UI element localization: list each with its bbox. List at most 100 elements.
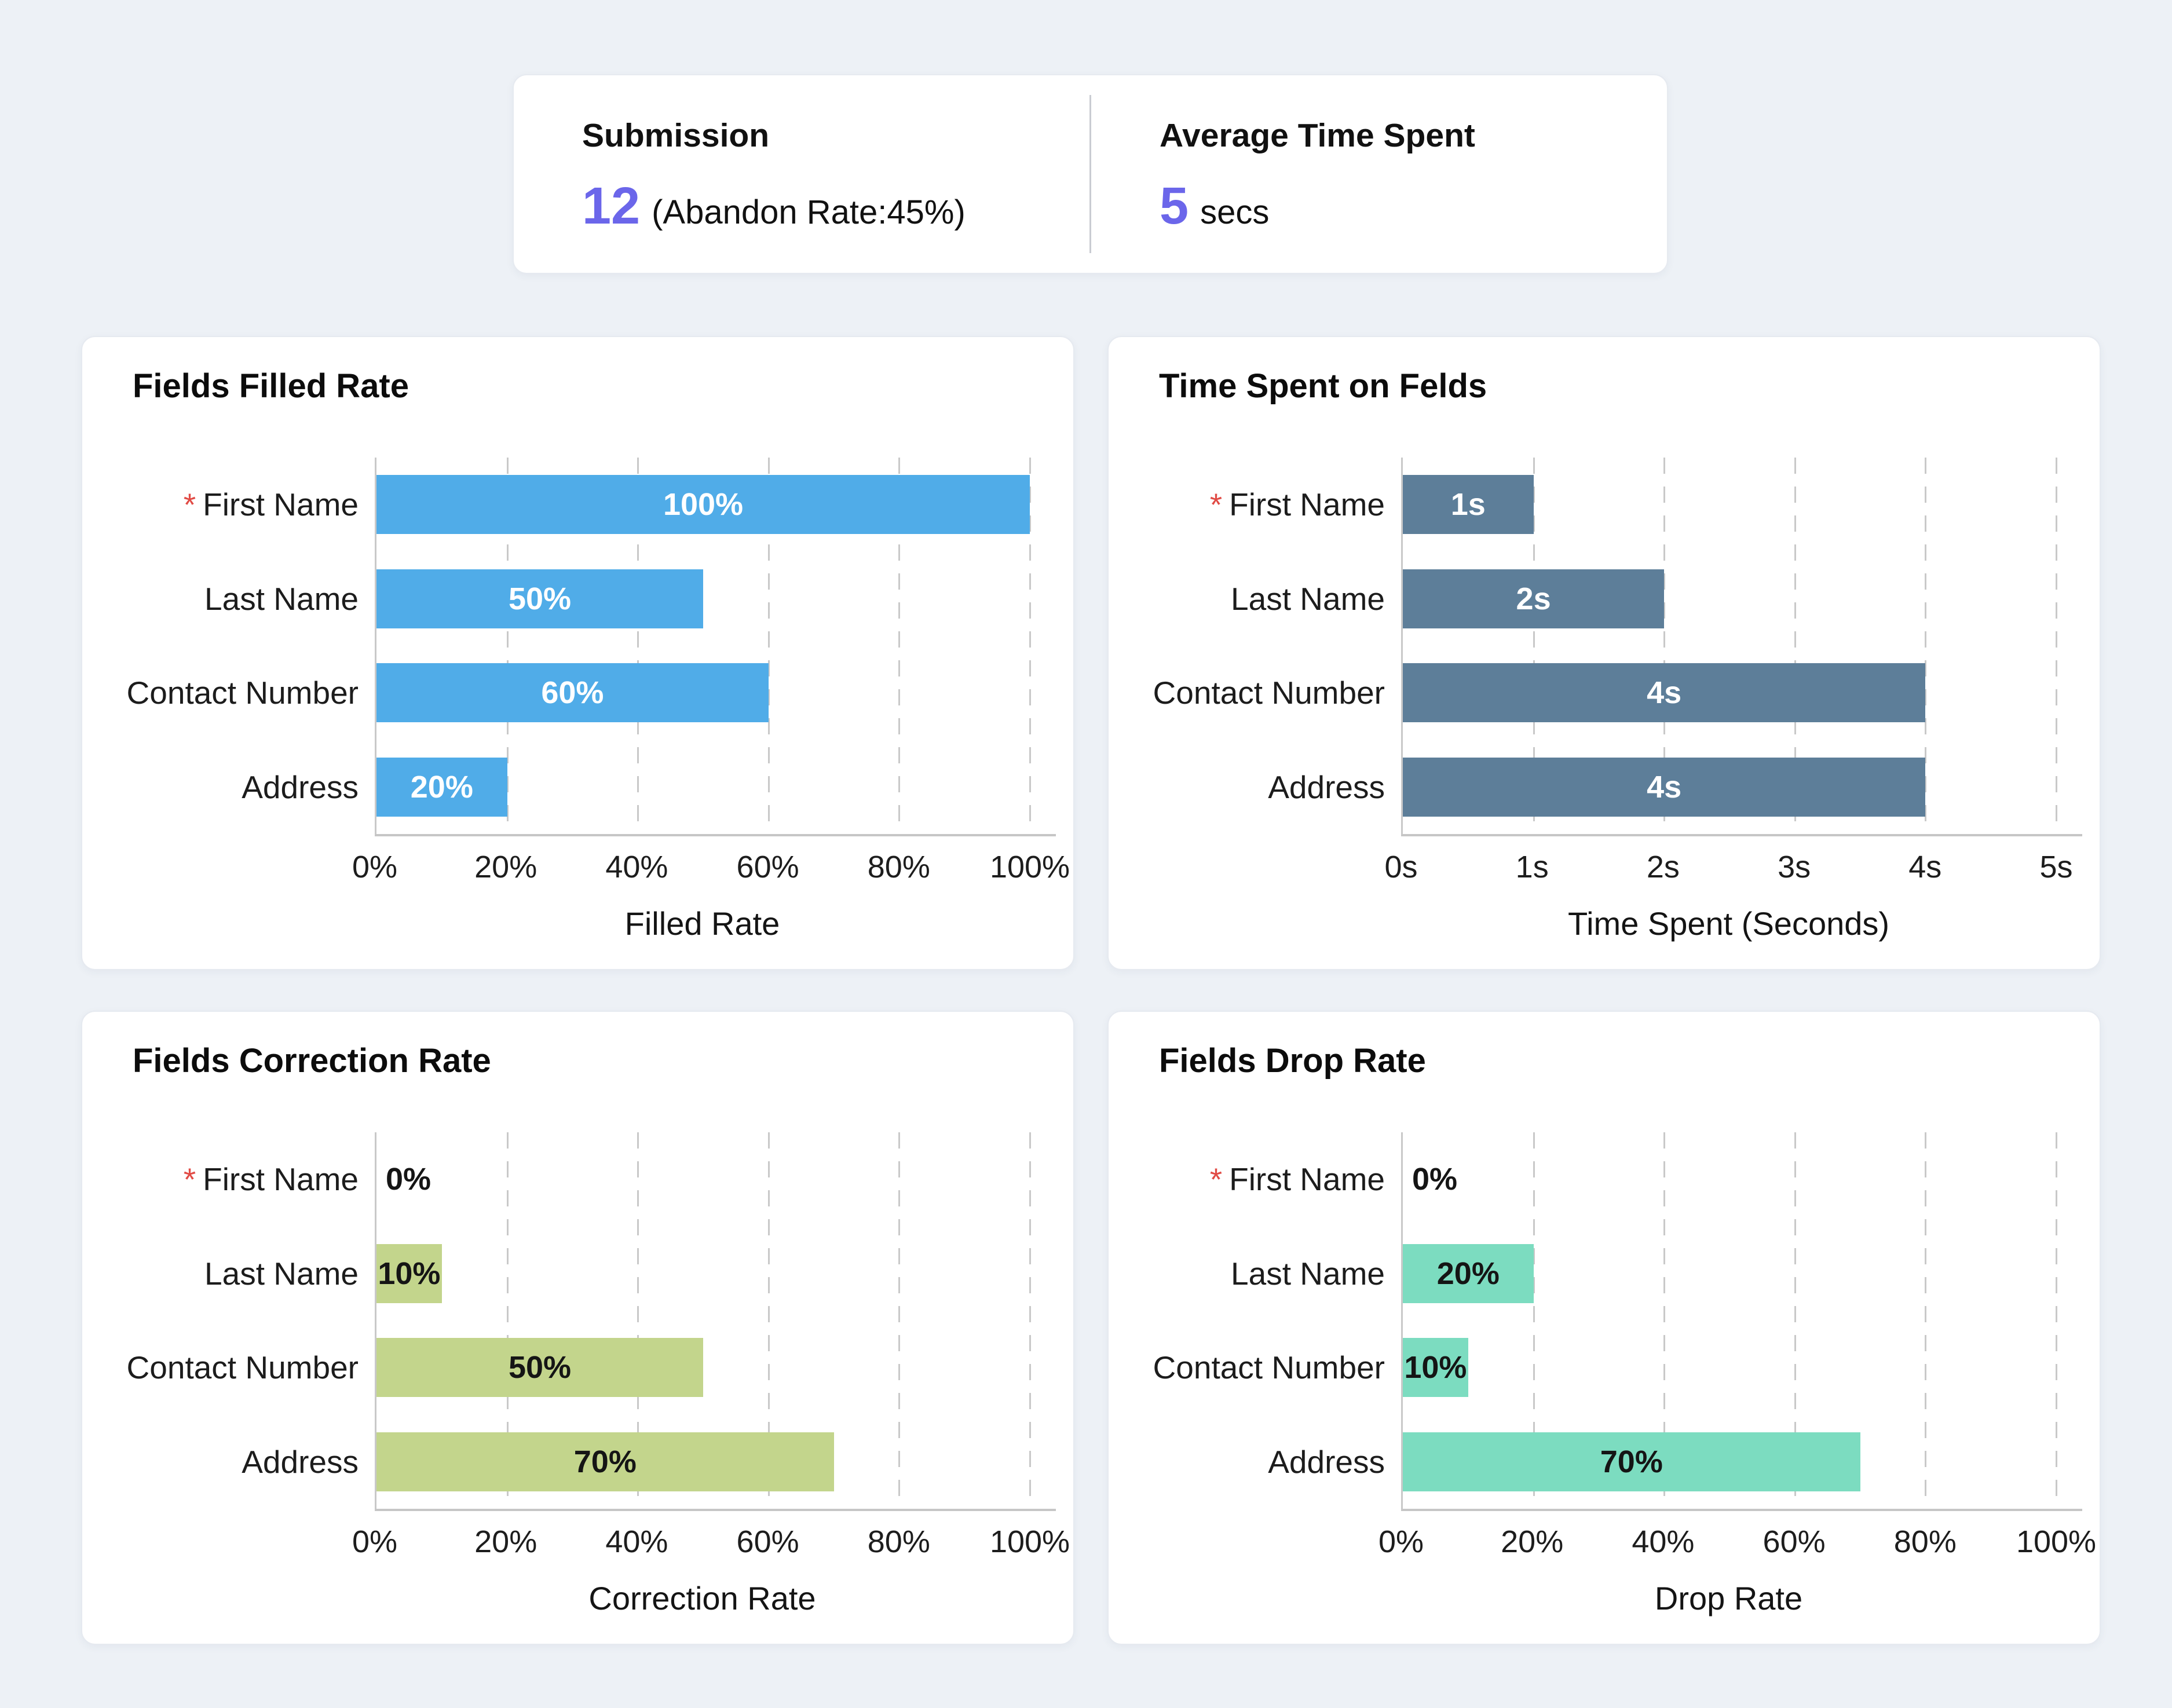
x-tick-label: 40% (1632, 1524, 1695, 1559)
category-label: Contact Number (1152, 1321, 1401, 1415)
bar-row: 20% (376, 740, 1030, 835)
gridline (637, 458, 639, 834)
bar-value-label: 70% (573, 1444, 637, 1479)
category-label: Contact Number (1152, 646, 1401, 740)
bar-value-label: 2s (1516, 581, 1551, 616)
chart-card-fields-correction-rate: Fields Correction Rate * First Name Last N… (81, 1011, 1074, 1645)
category-label: Last Name (1152, 1227, 1401, 1321)
bar (1403, 475, 1534, 535)
bar (1403, 1432, 1860, 1491)
category-label-text: Contact Number (126, 675, 359, 711)
category-label-text: Address (1268, 769, 1385, 805)
gridline (1663, 458, 1666, 834)
x-axis-ticks: 0% 20% 40% 60% 80% 100% (1378, 1524, 2096, 1560)
plot-column: 1s 2s 4s 4s 0s 1s 2s 3s 4s 5s Time Spent (Second… (1384, 458, 2082, 942)
x-tick-label: 20% (474, 850, 537, 884)
bar (376, 1338, 703, 1398)
category-label-text: Contact Number (126, 1349, 359, 1386)
y-axis-labels: * First Name Last Name Contact Number Addres… (1152, 1132, 1401, 1509)
gridline (1794, 458, 1796, 834)
x-tick-label: 0% (1378, 1524, 1424, 1559)
bar-row: 10% (376, 1227, 1030, 1321)
plot-area: 0% 10% 50% 70% (375, 1132, 1056, 1511)
bar (376, 1243, 442, 1303)
y-axis-labels: * First Name Last Name Contact Number Addres… (126, 458, 375, 834)
bar-value-label: 0% (386, 1162, 432, 1197)
average-time-value: 5 (1160, 177, 1189, 235)
category-label-text: Address (242, 769, 359, 805)
x-axis-ticks: 0s 1s 2s 3s 4s 5s (1384, 849, 2072, 885)
category-label: * First Name (1152, 1132, 1401, 1227)
average-time-value-row: 5 secs (1160, 180, 1667, 232)
plot-area: 0% 20% 10% 70% (1401, 1132, 2082, 1511)
category-label: * First Name (1152, 458, 1401, 552)
bar (1403, 757, 1926, 817)
chart-card-fields-filled-rate: Fields Filled Rate * First Name Last Name C… (81, 336, 1074, 970)
required-asterisk: * (183, 487, 196, 523)
submission-value-row: 12 (Abandon Rate:45%) (582, 180, 1089, 232)
x-tick-label: 0s (1384, 850, 1418, 884)
bar-value-label: 60% (541, 675, 604, 711)
category-label: Last Name (126, 552, 375, 646)
category-label: * First Name (126, 1132, 375, 1227)
category-label: Last Name (1152, 552, 1401, 646)
x-axis-line (375, 834, 1056, 836)
gridline (1533, 458, 1535, 834)
bar-value-label: 10% (1404, 1350, 1467, 1385)
bar-value-label: 1s (1450, 487, 1486, 522)
chart-title: Time Spent on Felds (1159, 367, 1487, 405)
bar-row: 1s (1403, 458, 2056, 552)
vertical-divider (1089, 95, 1091, 253)
bar-value-label: 50% (508, 1350, 572, 1385)
plot-area: 100% 50% 60% 20% (375, 458, 1056, 836)
category-label-text: Last Name (1231, 580, 1385, 617)
x-tick-label: 80% (867, 850, 930, 884)
bar (1403, 1243, 1534, 1303)
bar-value-label: 10% (378, 1256, 441, 1291)
x-axis-title: Filled Rate (624, 905, 780, 942)
required-asterisk: * (183, 1161, 196, 1198)
x-tick-label: 20% (1501, 1524, 1564, 1559)
gridline (1029, 1132, 1031, 1509)
gridline (1029, 458, 1031, 834)
required-asterisk: * (1209, 1161, 1223, 1198)
x-tick-label: 4s (1908, 850, 1942, 884)
bar-row: 60% (376, 646, 1030, 740)
abandon-rate: (Abandon Rate:45%) (652, 193, 966, 231)
category-label: Address (126, 740, 375, 835)
bar-row: 70% (1403, 1415, 2056, 1509)
category-label-text: Contact Number (1153, 675, 1385, 711)
bar-row: 4s (1403, 646, 2056, 740)
bar (1403, 663, 1926, 723)
category-label: Contact Number (126, 646, 375, 740)
x-tick-label: 60% (1763, 1524, 1826, 1559)
bar-row: 50% (376, 1321, 1030, 1415)
category-label-text: Last Name (1231, 1255, 1385, 1292)
gridline (1925, 458, 1927, 834)
gridline (637, 1132, 639, 1509)
bar-value-label: 20% (1436, 1256, 1500, 1291)
x-tick-label: 2s (1646, 850, 1680, 884)
category-label-text: First Name (203, 487, 359, 523)
category-label: Contact Number (126, 1321, 375, 1415)
chart-title: Fields Correction Rate (133, 1042, 491, 1080)
plot-column: 0% 10% 50% 70% 0% 20% 40% 60% 80% 100% Correctio… (352, 1132, 1070, 1616)
gridline (506, 458, 509, 834)
average-time-label: Average Time Spent (1160, 116, 1475, 154)
x-tick-label: 20% (474, 1524, 537, 1559)
category-label-text: First Name (1229, 1161, 1385, 1198)
x-axis-title: Time Spent (Seconds) (1567, 905, 1890, 942)
bar (376, 475, 1030, 535)
average-time-unit: secs (1200, 193, 1270, 231)
x-tick-label: 40% (605, 1524, 668, 1559)
x-axis-ticks: 0% 20% 40% 60% 80% 100% (352, 1524, 1070, 1560)
x-axis-line (375, 1509, 1056, 1511)
category-label-text: Last Name (204, 1255, 359, 1292)
required-asterisk: * (1209, 487, 1223, 523)
category-label-text: Contact Number (1153, 1349, 1385, 1386)
bar (376, 1432, 834, 1491)
category-label: Address (126, 1415, 375, 1509)
x-axis-ticks: 0% 20% 40% 60% 80% 100% (352, 849, 1070, 885)
plot-column: 100% 50% 60% 20% 0% 20% 40% 60% 80% 100% Filled … (352, 458, 1070, 942)
gridline (1663, 1132, 1666, 1509)
